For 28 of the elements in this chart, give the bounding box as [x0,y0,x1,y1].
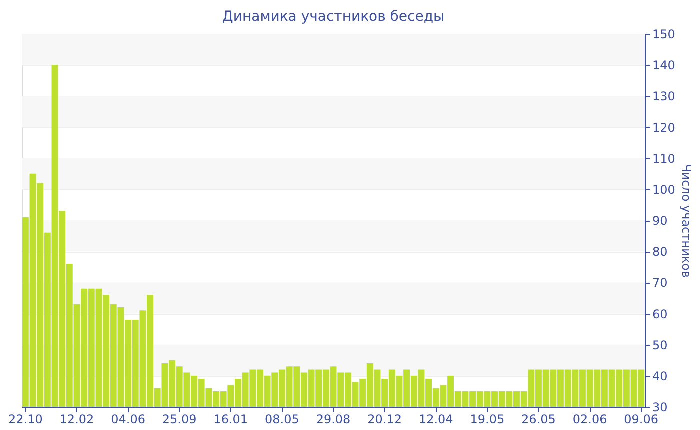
y-tick-label: 50 [652,338,668,352]
x-tick-label: 08.05 [265,412,300,426]
y-tick-label: 150 [652,28,676,42]
chart-title: Динамика участников беседы [222,9,445,25]
y-tick-label: 30 [652,400,668,414]
x-tick-label: 12.04 [418,412,454,426]
y-tick-label: 110 [652,152,676,166]
x-tick-label: 22.10 [8,412,43,426]
y-tick-label: 140 [652,58,676,73]
x-tick-label: 04.06 [111,412,146,426]
x-tick-label: 12.02 [60,412,94,426]
x-tick-label: 09.06 [624,412,659,426]
x-tick-label: 29.08 [316,412,351,426]
y-tick-label: 60 [652,307,668,322]
x-tick-label: 19.05 [470,412,505,426]
x-tick-label: 25.09 [162,412,197,426]
y-tick-label: 80 [652,245,668,260]
x-tick-label: 02.06 [572,412,608,426]
x-tick-label: 16.01 [214,412,248,426]
x-tick-label: 26.05 [522,412,556,426]
y-tick-label: 130 [652,90,676,104]
y-tick-label: 100 [652,182,676,197]
y-tick-label: 120 [652,120,676,135]
y-tick-label: 90 [652,214,668,228]
y-tick-label: 40 [652,369,668,384]
y-tick-label: 70 [652,276,668,290]
y-axis-title: Число участников [679,164,694,278]
x-tick-label: 20.12 [368,412,402,426]
